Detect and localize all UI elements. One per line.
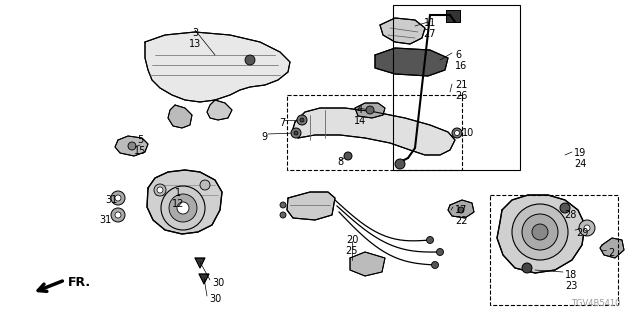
Circle shape: [584, 225, 590, 231]
Text: 21
26: 21 26: [455, 80, 467, 101]
Circle shape: [395, 159, 405, 169]
Circle shape: [366, 106, 374, 114]
Circle shape: [280, 212, 286, 218]
Polygon shape: [497, 195, 585, 273]
Text: 11
27: 11 27: [424, 18, 436, 39]
Polygon shape: [380, 18, 425, 44]
Circle shape: [522, 214, 558, 250]
Circle shape: [291, 128, 301, 138]
Text: 7: 7: [279, 118, 285, 128]
Text: 20
25: 20 25: [346, 235, 358, 256]
Circle shape: [436, 249, 444, 255]
Circle shape: [297, 115, 307, 125]
Text: 19
24: 19 24: [574, 148, 586, 169]
Text: 17
22: 17 22: [455, 205, 467, 226]
Circle shape: [452, 128, 462, 138]
Text: 31: 31: [106, 195, 118, 205]
Circle shape: [512, 204, 568, 260]
Text: FR.: FR.: [68, 276, 91, 290]
Text: 31: 31: [100, 215, 112, 225]
Text: 6
16: 6 16: [455, 50, 467, 71]
Bar: [490, 195, 618, 305]
Text: 30: 30: [212, 278, 224, 288]
Circle shape: [300, 118, 304, 122]
Circle shape: [280, 202, 286, 208]
Circle shape: [431, 261, 438, 268]
Polygon shape: [195, 258, 205, 268]
Text: 3
13: 3 13: [189, 28, 201, 49]
Text: 1
12: 1 12: [172, 188, 184, 209]
Bar: [393, 5, 520, 170]
Polygon shape: [355, 103, 385, 118]
Circle shape: [294, 131, 298, 135]
Text: 18
23: 18 23: [565, 270, 577, 291]
Polygon shape: [600, 238, 624, 258]
Circle shape: [177, 202, 189, 214]
Text: 29: 29: [576, 228, 588, 238]
Polygon shape: [350, 252, 385, 276]
Circle shape: [579, 220, 595, 236]
Circle shape: [426, 236, 433, 244]
Text: 10: 10: [462, 128, 474, 138]
Text: TGV4B5410: TGV4B5410: [571, 299, 620, 308]
Circle shape: [522, 263, 532, 273]
Text: 4
14: 4 14: [354, 105, 366, 126]
Circle shape: [245, 55, 255, 65]
Circle shape: [344, 152, 352, 160]
Polygon shape: [448, 200, 474, 218]
Circle shape: [111, 208, 125, 222]
Polygon shape: [168, 105, 192, 128]
Circle shape: [169, 194, 197, 222]
Text: 30: 30: [209, 294, 221, 304]
Text: 5
15: 5 15: [134, 135, 146, 156]
Polygon shape: [115, 136, 148, 156]
Text: 28: 28: [564, 210, 577, 220]
Circle shape: [128, 142, 136, 150]
Text: 9: 9: [262, 132, 268, 142]
Circle shape: [154, 184, 166, 196]
Circle shape: [560, 203, 570, 213]
Polygon shape: [287, 192, 335, 220]
Text: 8: 8: [337, 157, 343, 167]
Polygon shape: [199, 274, 209, 284]
Circle shape: [200, 180, 210, 190]
Text: 2: 2: [608, 248, 614, 258]
Circle shape: [157, 187, 163, 193]
Polygon shape: [147, 170, 222, 234]
Polygon shape: [292, 108, 455, 155]
Polygon shape: [145, 32, 290, 102]
Circle shape: [115, 195, 121, 201]
Circle shape: [161, 186, 205, 230]
Circle shape: [115, 212, 121, 218]
Bar: [287, 95, 462, 170]
Polygon shape: [207, 100, 232, 120]
Circle shape: [458, 207, 464, 213]
Polygon shape: [375, 48, 448, 76]
Circle shape: [532, 224, 548, 240]
Circle shape: [111, 191, 125, 205]
Polygon shape: [446, 10, 460, 22]
Circle shape: [454, 131, 460, 135]
